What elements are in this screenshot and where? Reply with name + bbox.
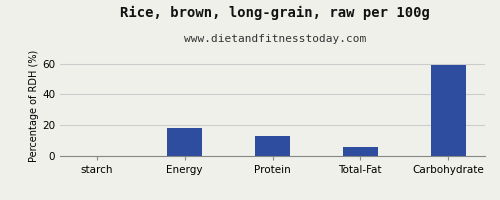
Bar — [342, 147, 378, 156]
Text: www.dietandfitnesstoday.com: www.dietandfitnesstoday.com — [184, 34, 366, 44]
Y-axis label: Percentage of RDH (%): Percentage of RDH (%) — [29, 50, 39, 162]
Bar — [255, 136, 290, 156]
Text: Rice, brown, long-grain, raw per 100g: Rice, brown, long-grain, raw per 100g — [120, 6, 430, 20]
Bar — [167, 128, 202, 156]
Bar — [430, 65, 466, 156]
